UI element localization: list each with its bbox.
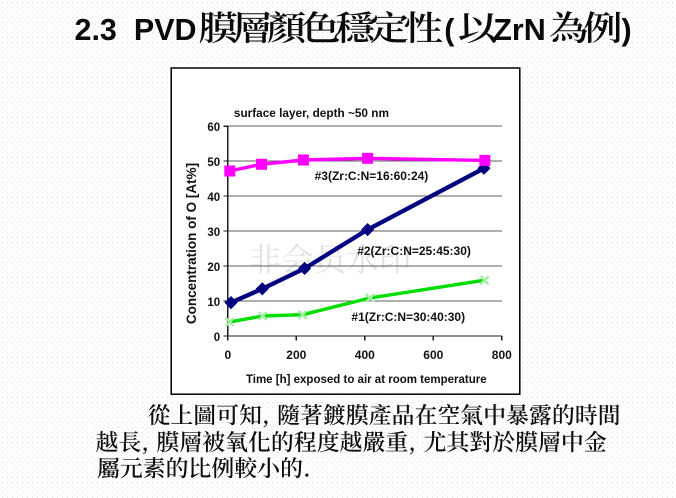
svg-text:): ) [622,13,632,47]
svg-text:(: ( [444,13,455,47]
svg-text:50: 50 [207,157,220,169]
svg-text:400: 400 [355,348,375,362]
svg-text:surface layer, depth ~50 nm: surface layer, depth ~50 nm [234,106,389,120]
svg-text:600: 600 [423,348,443,362]
svg-text:#2(Zr:C:N=25:45:30): #2(Zr:C:N=25:45:30) [357,244,471,258]
svg-text:40: 40 [207,192,220,204]
svg-text:#3(Zr:C:N=16:60:24): #3(Zr:C:N=16:60:24) [315,169,429,183]
svg-text:2.3 PVD: 2.3 PVD [75,13,197,47]
svg-text:20: 20 [207,262,220,274]
svg-text:0: 0 [214,332,220,344]
svg-text:30: 30 [207,227,220,239]
svg-text:10: 10 [207,297,220,309]
svg-text:#1(Zr:C:N=30:40:30): #1(Zr:C:N=30:40:30) [351,310,465,324]
svg-text:ZrN: ZrN [493,13,546,47]
svg-text:60: 60 [207,122,220,134]
svg-text:0: 0 [224,348,231,362]
svg-text:800: 800 [492,348,512,362]
svg-text:Concentration of O [At%]: Concentration of O [At%] [184,163,199,324]
svg-text:200: 200 [286,348,306,362]
svg-text:Time [h] exposed to air at roo: Time [h] exposed to air at room temperat… [246,374,487,386]
